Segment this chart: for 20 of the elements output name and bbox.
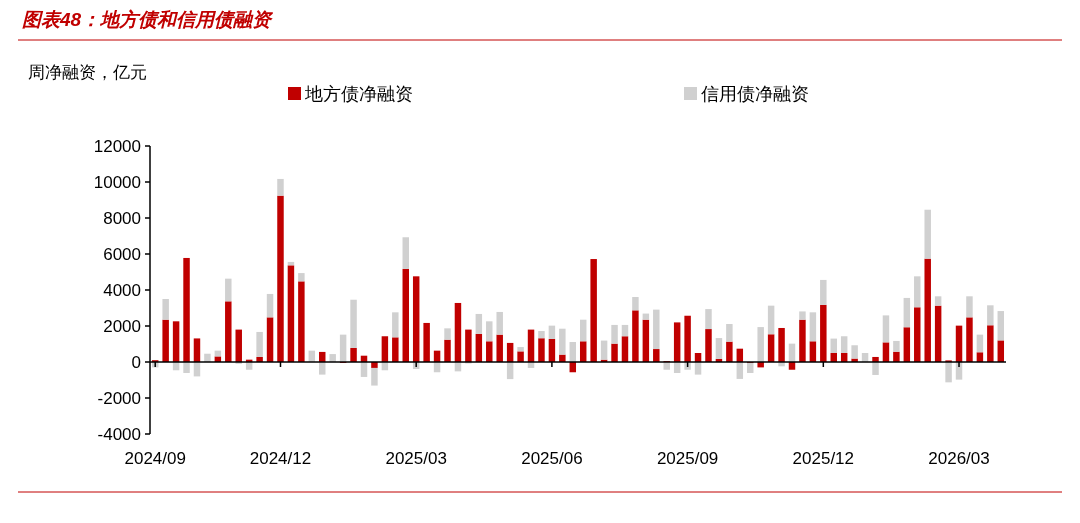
- legend-label: 地方债净融资: [304, 84, 413, 104]
- chart-title: 图表48：地方债和信用债融资: [22, 9, 274, 30]
- x-tick-label: 2025/06: [521, 449, 583, 468]
- y-tick-label: -2000: [97, 389, 141, 408]
- y-tick-label: 6000: [103, 245, 141, 264]
- y-tick-label: -4000: [97, 425, 141, 444]
- x-tick-label: 2024/12: [249, 449, 312, 468]
- y-tick-label: 4000: [103, 281, 141, 300]
- x-tick-label: 2026/03: [928, 449, 990, 468]
- y-axis-title: 周净融资，亿元: [28, 63, 147, 82]
- x-tick-label: 2025/12: [792, 449, 855, 468]
- y-tick-label: 8000: [103, 209, 141, 228]
- legend-label: 信用债净融资: [701, 84, 809, 104]
- x-tick-label: 2025/09: [656, 449, 719, 468]
- y-tick-label: 2000: [103, 317, 141, 336]
- x-tick-label: 2025/03: [385, 449, 447, 468]
- x-tick-label: 2024/09: [124, 449, 186, 468]
- y-tick-label: 0: [131, 353, 141, 372]
- y-tick-label: 10000: [93, 173, 141, 192]
- y-tick-label: 12000: [93, 137, 141, 156]
